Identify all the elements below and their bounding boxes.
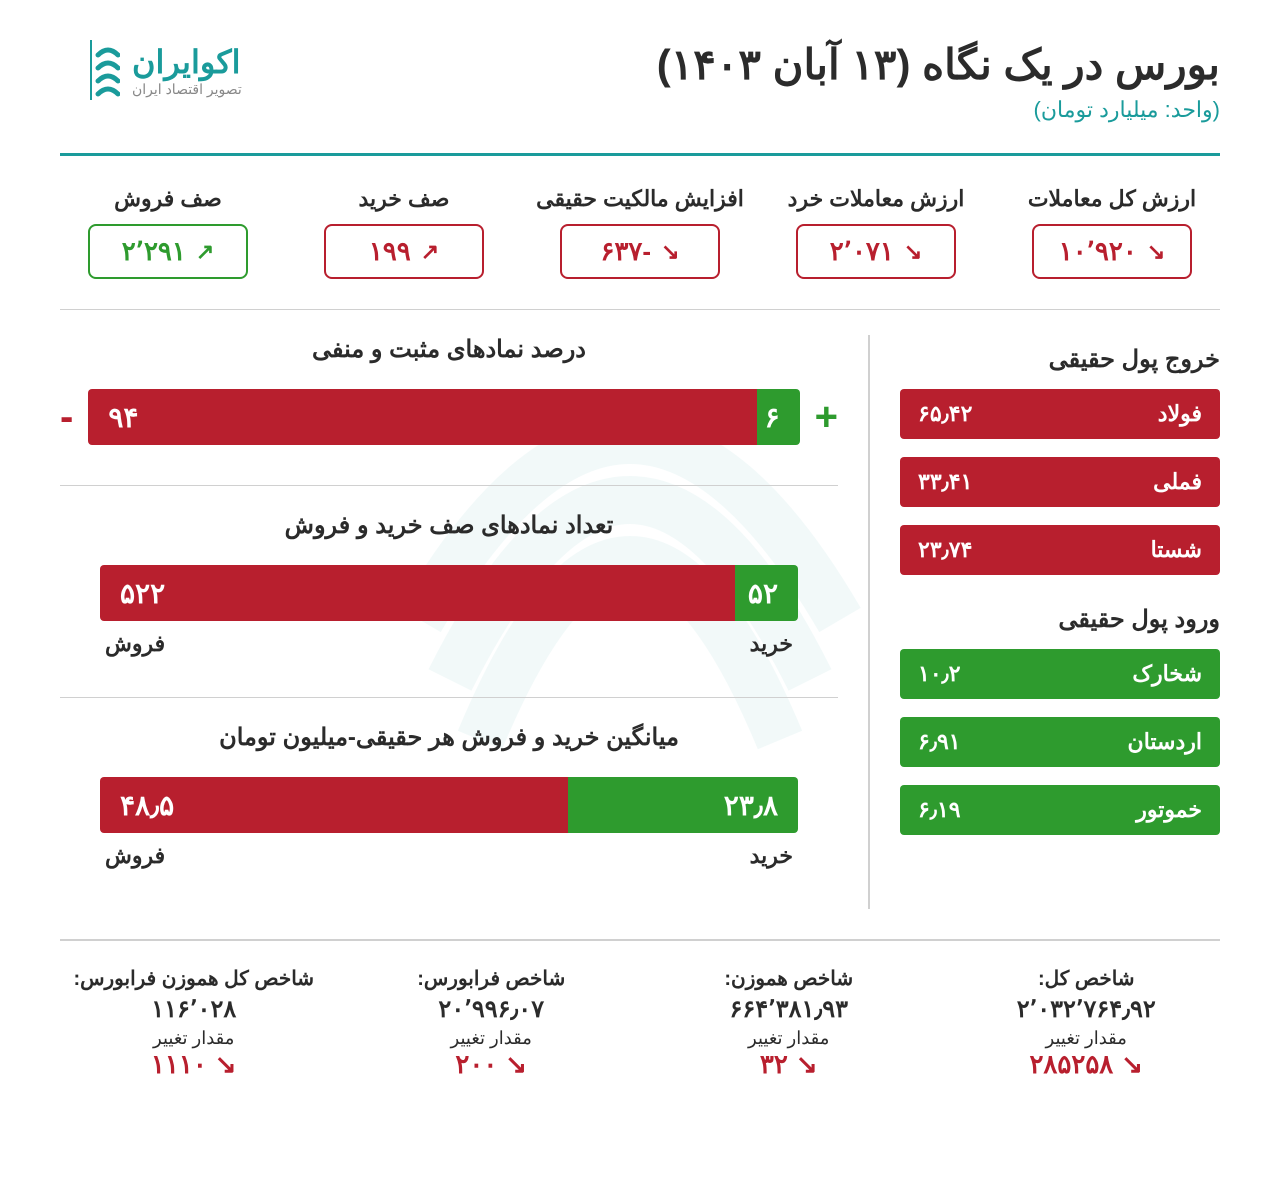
footer-indices: شاخص کل: ۲٬۰۳۲٬۷۶۴٫۹۲ مقدار تغییر ↘۲۸۵۲۵… [60, 939, 1220, 1080]
stat-retail-value: ارزش معاملات خرد ↘ ۲٬۰۷۱ [768, 186, 984, 279]
divider [60, 697, 838, 698]
divider [60, 485, 838, 486]
stat-ownership: افزایش مالکیت حقیقی ↘ -۶۳۷ [532, 186, 748, 279]
arrow-down-icon: ↘ [904, 239, 922, 265]
header: بورس در یک نگاه (۱۳ آبان ۱۴۰۳) (واحد: می… [60, 40, 1220, 123]
logo-icon [60, 40, 120, 100]
top-stats-row: ارزش کل معاملات ↘ ۱۰٬۹۲۰ ارزش معاملات خر… [60, 186, 1220, 279]
logo-tagline: تصویر اقتصاد ایران [132, 81, 242, 98]
outflow-item: فملی ۳۳٫۴۱ [900, 457, 1220, 507]
buy-caption: خرید [750, 843, 793, 869]
bar-negative: ۹۴ [88, 389, 757, 445]
sell-caption: فروش [105, 631, 165, 657]
stat-sell-queue: صف فروش ↗ ۲٬۲۹۱ [60, 186, 276, 279]
outflow-title: خروج پول حقیقی [900, 345, 1220, 374]
outflow-item: شستا ۲۳٫۷۴ [900, 525, 1220, 575]
arrow-down-icon: ↘ [1121, 1049, 1143, 1080]
sidebar: خروج پول حقیقی فولاد ۶۵٫۴۲ فملی ۳۳٫۴۱ شس… [900, 335, 1220, 909]
page-title: بورس در یک نگاه (۱۳ آبان ۱۴۰۳) [657, 40, 1220, 89]
buy-caption: خرید [750, 631, 793, 657]
bar-track: ۶ ۹۴ [88, 389, 799, 445]
stat-buy-queue: صف خرید ↗ ۱۹۹ [296, 186, 512, 279]
inflow-item: شخارک ۱۰٫۲ [900, 649, 1220, 699]
index-farabourse: شاخص فرابورس: ۲۰٬۹۹۶٫۰۷ مقدار تغییر ↘۲۰۰ [358, 966, 626, 1080]
bar-positive: ۶ [757, 389, 800, 445]
arrow-down-icon: ↘ [1147, 239, 1165, 265]
index-farabourse-equal: شاخص کل هموزن فرابورس: ۱۱۶٬۰۲۸ مقدار تغی… [60, 966, 328, 1080]
chart-pct-symbols: درصد نمادهای مثبت و منفی + ۶ ۹۴ - [60, 335, 838, 445]
outflow-item: فولاد ۶۵٫۴۲ [900, 389, 1220, 439]
sell-caption: فروش [105, 843, 165, 869]
bar-sell: ۴۸٫۵ [100, 777, 568, 833]
bar-sell: ۵۲۲ [100, 565, 735, 621]
arrow-up-icon: ↗ [196, 239, 214, 265]
charts-column: درصد نمادهای مثبت و منفی + ۶ ۹۴ - [60, 335, 870, 909]
inflow-title: ورود پول حقیقی [900, 605, 1220, 634]
page-subtitle: (واحد: میلیارد تومان) [657, 97, 1220, 123]
bar-track: ۵۲ ۵۲۲ [100, 565, 798, 621]
bar-buy: ۵۲ [735, 565, 798, 621]
index-equal: شاخص هموزن: ۶۶۴٬۳۸۱٫۹۳ مقدار تغییر ↘۳۲ [655, 966, 923, 1080]
bar-buy: ۲۳٫۸ [568, 777, 798, 833]
arrow-up-icon: ↗ [421, 239, 439, 265]
arrow-down-icon: ↘ [661, 239, 679, 265]
arrow-down-icon: ↘ [215, 1049, 237, 1080]
bar-track: ۲۳٫۸ ۴۸٫۵ [100, 777, 798, 833]
inflow-item: خموتور ۶٫۱۹ [900, 785, 1220, 835]
minus-icon: - [60, 395, 73, 440]
arrow-down-icon: ↘ [796, 1049, 818, 1080]
divider [60, 309, 1220, 310]
stat-total-value: ارزش کل معاملات ↘ ۱۰٬۹۲۰ [1004, 186, 1220, 279]
plus-icon: + [815, 395, 838, 440]
logo: اکوایران تصویر اقتصاد ایران [60, 40, 242, 100]
chart-avg-trade: میانگین خرید و فروش هر حقیقی-میلیون توما… [60, 723, 838, 869]
chart-queue-count: تعداد نمادهای صف خرید و فروش ۵۲ ۵۲۲ خرید… [60, 511, 838, 657]
logo-name: اکوایران [132, 43, 242, 81]
inflow-item: اردستان ۶٫۹۱ [900, 717, 1220, 767]
arrow-down-icon: ↘ [505, 1049, 527, 1080]
divider [60, 153, 1220, 156]
index-total: شاخص کل: ۲٬۰۳۲٬۷۶۴٫۹۲ مقدار تغییر ↘۲۸۵۲۵… [953, 966, 1221, 1080]
